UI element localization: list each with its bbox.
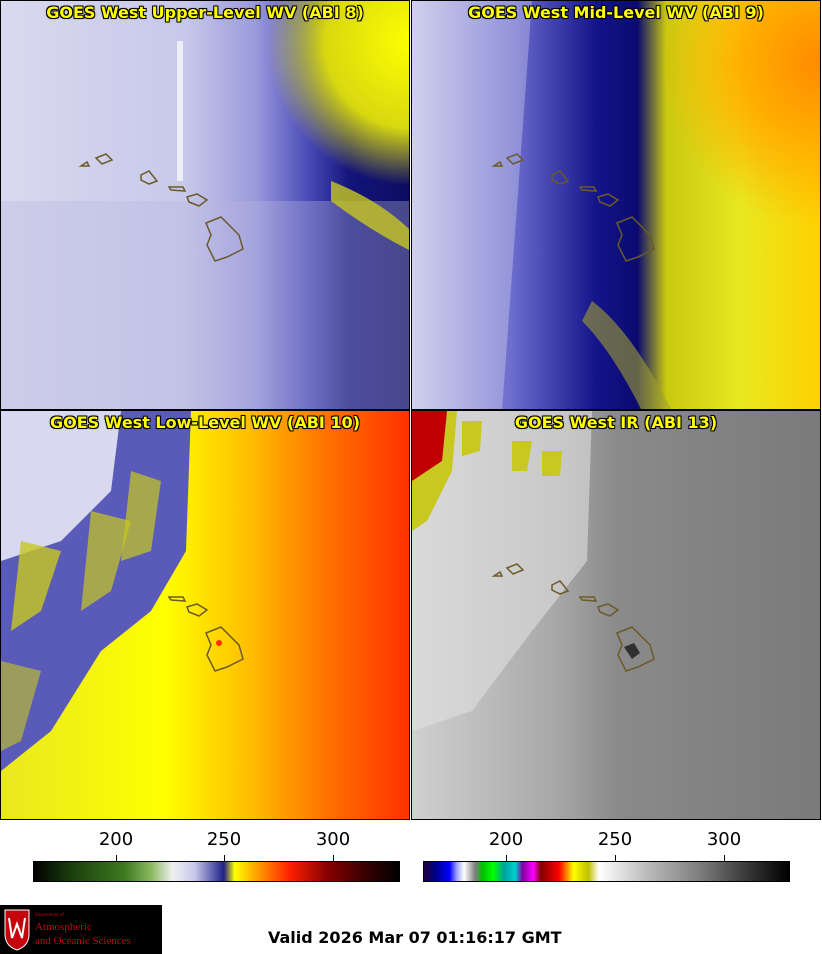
logo-dept-text: Department of bbox=[35, 913, 65, 918]
wv-tick-label: 200 bbox=[98, 829, 134, 850]
panel-mid-level-wv: GOES West Mid-Level WV (ABI 9) bbox=[411, 0, 821, 410]
panel-ir: GOES West IR (ABI 13) bbox=[411, 410, 821, 820]
tick-mark bbox=[724, 855, 725, 861]
uw-aos-logo: Department of Atmospheric and Oceanic Sc… bbox=[0, 905, 162, 954]
wv-colorbar: 200 250 300 bbox=[0, 822, 411, 892]
panel-title: GOES West Low-Level WV (ABI 10) bbox=[49, 413, 360, 432]
wv-tick-label: 300 bbox=[315, 829, 351, 850]
tick-mark bbox=[506, 855, 507, 861]
uw-shield-icon bbox=[4, 909, 30, 951]
panel-title: GOES West Mid-Level WV (ABI 9) bbox=[468, 3, 764, 22]
low-level-wv-image bbox=[1, 411, 409, 819]
wv-color-scale bbox=[33, 861, 400, 882]
ir-tick-label: 250 bbox=[597, 829, 633, 850]
tick-mark bbox=[333, 855, 334, 861]
wv-tick-label: 250 bbox=[206, 829, 242, 850]
panel-title: GOES West IR (ABI 13) bbox=[514, 413, 718, 432]
valid-time: Valid 2026 Mar 07 01:16:17 GMT bbox=[268, 928, 562, 947]
ir-tick-label: 300 bbox=[706, 829, 742, 850]
panel-low-level-wv: GOES West Low-Level WV (ABI 10) bbox=[0, 410, 410, 820]
ir-image bbox=[412, 411, 820, 819]
tick-mark bbox=[224, 855, 225, 861]
ir-tick-label: 200 bbox=[488, 829, 524, 850]
logo-line-2: and Oceanic Sciences bbox=[35, 935, 131, 947]
logo-line-1: Atmospheric bbox=[35, 921, 92, 933]
ir-color-scale bbox=[423, 861, 790, 882]
mid-level-wv-image bbox=[412, 1, 820, 409]
panel-title: GOES West Upper-Level WV (ABI 8) bbox=[46, 3, 364, 22]
tick-mark bbox=[116, 855, 117, 861]
tick-mark bbox=[615, 855, 616, 861]
upper-level-wv-image bbox=[1, 1, 409, 409]
ir-colorbar: 200 250 300 bbox=[411, 822, 822, 892]
panel-upper-level-wv: GOES West Upper-Level WV (ABI 8) bbox=[0, 0, 410, 410]
